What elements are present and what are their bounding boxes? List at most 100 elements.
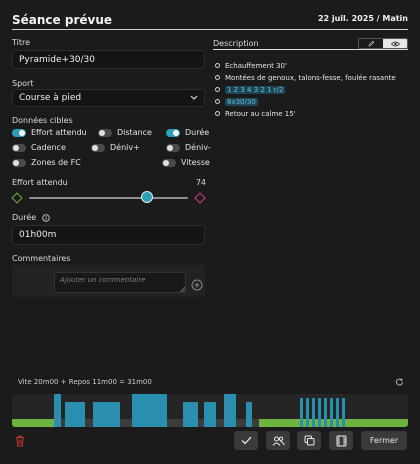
description-divider	[213, 49, 408, 50]
effort-slider-track[interactable]	[29, 197, 188, 199]
eye-icon	[390, 41, 400, 47]
timeline-segment	[306, 398, 309, 427]
duree-label-row: Durée	[12, 213, 50, 222]
timeline-segment	[132, 394, 167, 427]
toggle-vitesse[interactable]: Vitesse	[162, 158, 210, 167]
toggle-switch[interactable]	[12, 158, 26, 167]
refresh-icon[interactable]	[395, 378, 404, 386]
effort-min-icon	[11, 192, 23, 204]
toggle-distance[interactable]: Distance	[98, 128, 152, 137]
toggle-zones-fc[interactable]: Zones de FC	[12, 158, 81, 167]
timeline-segment	[309, 419, 312, 427]
toggle-label: Déniv+	[110, 143, 140, 152]
toggle-switch[interactable]	[162, 158, 176, 167]
effort-slider-thumb[interactable]	[140, 191, 153, 203]
timeline-segment	[224, 394, 236, 427]
pencil-icon	[367, 40, 375, 47]
timeline-segment	[61, 419, 65, 427]
toggle-switch[interactable]	[166, 128, 180, 137]
copy-icon	[304, 435, 315, 446]
timeline-segment	[259, 419, 300, 427]
timeline-segment	[330, 398, 333, 427]
toggle-deniv-minus[interactable]: Déniv-	[166, 143, 211, 152]
timeline-segment	[204, 402, 216, 427]
validate-button[interactable]	[234, 431, 258, 450]
list-item: Montées de genoux, talons-fesse, foulée …	[215, 72, 396, 83]
donnees-cibles-label: Données cibles	[12, 116, 73, 125]
timeline-segment	[312, 398, 315, 427]
duplicate-button[interactable]	[297, 431, 321, 450]
timeline-segment	[85, 419, 93, 427]
timeline-segment	[318, 398, 321, 427]
timeline-segment	[183, 402, 198, 427]
timeline-segment	[198, 419, 204, 427]
description-list: Echauffement 30' Montées de genoux, talo…	[215, 60, 396, 120]
timeline-segment	[348, 419, 408, 427]
description-text: Retour au calme 15'	[225, 109, 296, 118]
workout-timeline[interactable]	[12, 394, 408, 427]
title-divider	[12, 29, 408, 30]
edit-tab[interactable]	[359, 39, 383, 48]
timeline-segment	[120, 419, 132, 427]
toggle-label: Zones de FC	[31, 158, 81, 167]
timeline-segment	[339, 419, 342, 427]
add-comment-icon[interactable]	[191, 279, 203, 291]
timeline-segment	[333, 419, 336, 427]
comment-input[interactable]: Ajouter un commentaire	[54, 272, 186, 293]
description-text: Montées de genoux, talons-fesse, foulée …	[225, 73, 396, 82]
timeline-segment	[315, 419, 318, 427]
commentaires-label: Commentaires	[12, 254, 71, 263]
toggle-label: Cadence	[31, 143, 66, 152]
toggle-deniv-plus[interactable]: Déniv+	[91, 143, 140, 152]
toggle-duree[interactable]: Durée	[166, 128, 209, 137]
check-icon	[241, 436, 252, 445]
timeline-segment	[324, 398, 327, 427]
sport-select[interactable]: Course à pied	[12, 89, 205, 107]
toggle-switch[interactable]	[12, 143, 26, 152]
timeline-segment	[252, 419, 259, 427]
session-date: 22 juil. 2025 / Matin	[317, 14, 408, 23]
duree-label: Durée	[12, 213, 37, 222]
info-icon[interactable]	[42, 213, 50, 222]
titre-label: Titre	[12, 38, 31, 47]
toggle-label: Vitesse	[181, 158, 210, 167]
share-users-button[interactable]	[266, 431, 290, 450]
toggle-label: Durée	[185, 128, 210, 137]
duree-input[interactable]: 01h00m	[12, 225, 205, 245]
toggle-label: Déniv-	[185, 143, 211, 152]
toggle-effort-attendu[interactable]: Effort attendu	[12, 128, 87, 137]
sport-select-value: Course à pied	[19, 93, 82, 103]
toggle-label: Distance	[117, 128, 152, 137]
toggle-label: Effort attendu	[31, 128, 87, 137]
preview-tab[interactable]	[383, 39, 407, 48]
toggle-switch[interactable]	[91, 143, 105, 152]
delete-icon[interactable]	[15, 435, 25, 447]
list-item: 1 2 3 4 3 2 1 r/2	[215, 84, 396, 95]
timeline-segment	[342, 398, 345, 427]
timeline-segment	[54, 394, 61, 427]
list-item: 8x30/30	[215, 96, 396, 107]
list-item: Echauffement 30'	[215, 60, 396, 71]
timeline-segment	[345, 419, 348, 427]
timeline-segment	[336, 398, 339, 427]
titre-input[interactable]: Pyramide+30/30	[12, 50, 205, 69]
toggle-cadence[interactable]: Cadence	[12, 143, 66, 152]
sport-label: Sport	[12, 79, 34, 88]
page-title: Séance prévue	[12, 13, 113, 27]
toggle-switch[interactable]	[166, 143, 180, 152]
timeline-segment	[246, 402, 252, 427]
timeline-segment	[303, 419, 306, 427]
timeline-segment	[300, 398, 303, 427]
description-label: Description	[213, 39, 259, 48]
timeline-segment	[12, 419, 54, 427]
export-button[interactable]	[329, 431, 353, 450]
toggle-switch[interactable]	[98, 128, 112, 137]
toggle-switch[interactable]	[12, 128, 26, 137]
film-icon	[336, 435, 347, 447]
list-item: Retour au calme 15'	[215, 108, 396, 119]
timeline-segment	[93, 402, 120, 427]
resize-handle-icon[interactable]	[180, 287, 185, 292]
timeline-segment	[65, 402, 85, 427]
chevron-down-icon	[190, 95, 198, 101]
close-button[interactable]: Fermer	[361, 431, 407, 450]
